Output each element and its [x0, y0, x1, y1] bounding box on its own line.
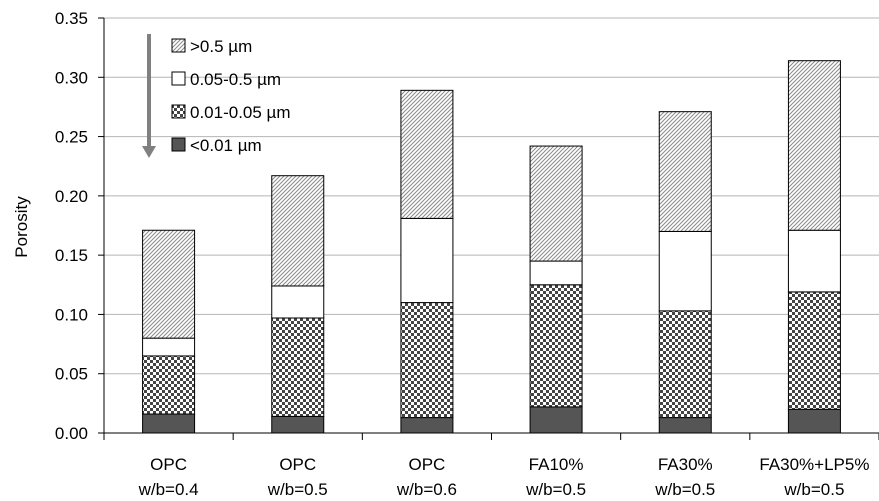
bar-segment	[787, 229, 841, 293]
x-category-label: OPC	[150, 455, 187, 474]
bar-segment	[787, 408, 841, 434]
bar-segment	[142, 355, 196, 415]
x-category-label: OPC	[279, 455, 316, 474]
bar-segment	[142, 229, 196, 339]
y-tick-label: 0.10	[55, 305, 88, 324]
y-axis-title: Porosity	[12, 196, 31, 258]
y-tick-label: 0.00	[55, 424, 88, 443]
bar-segment	[529, 406, 583, 434]
bar-segment	[271, 175, 325, 287]
bar-segment	[658, 417, 712, 434]
axes	[98, 17, 879, 440]
bar-segment	[658, 310, 712, 419]
bar-segment	[400, 217, 454, 304]
x-category-label: OPC	[408, 455, 445, 474]
x-category-label: w/b=0.5	[783, 480, 844, 499]
x-category-label: w/b=0.4	[138, 480, 199, 499]
bar-segment	[787, 60, 841, 231]
bars	[142, 60, 841, 434]
legend: >0.5 µm 0.05-0.5 µm 0.01-0.05 µm <0.01 µm	[142, 34, 291, 158]
legend-label: <0.01 µm	[190, 136, 262, 155]
y-tick-label: 0.25	[55, 128, 88, 147]
legend-arrow-head	[142, 146, 156, 158]
bar-segment	[271, 285, 325, 319]
bar-segment	[529, 260, 583, 286]
x-category-labels: OPC w/b=0.4 OPC w/b=0.5 OPC w/b=0.6 FA10% w/b=0…	[138, 455, 870, 499]
y-tick-label: 0.30	[55, 68, 88, 87]
y-tick-label: 0.15	[55, 246, 88, 265]
legend-swatch	[171, 104, 186, 119]
bar-segment	[142, 337, 196, 357]
legend-swatch	[171, 71, 186, 86]
x-category-label: w/b=0.5	[654, 480, 715, 499]
y-tick-label: 0.20	[55, 187, 88, 206]
legend-swatch	[171, 137, 186, 152]
bar-segment	[787, 291, 841, 410]
x-category-label: w/b=0.5	[525, 480, 586, 499]
x-category-label: FA30%+LP5%	[759, 455, 869, 474]
bar-segment	[529, 145, 583, 262]
bar-segment	[658, 230, 712, 312]
bar-segment	[400, 302, 454, 419]
bar-segment	[271, 415, 325, 434]
legend-swatch	[171, 38, 186, 53]
y-tick-label: 0.05	[55, 365, 88, 384]
x-category-label: FA30%	[658, 455, 713, 474]
legend-label: >0.5 µm	[190, 37, 252, 56]
x-category-label: w/b=0.6	[396, 480, 457, 499]
bar-segment	[271, 317, 325, 417]
y-tick-label: 0.35	[55, 9, 88, 28]
bar-segment	[658, 111, 712, 232]
gridlines	[104, 17, 879, 375]
legend-label: 0.01-0.05 µm	[190, 103, 291, 122]
bar-segment	[400, 417, 454, 434]
y-tick-labels: 0.00 0.05 0.10 0.15 0.20 0.25 0.30 0.35	[55, 9, 88, 443]
x-category-label: w/b=0.5	[267, 480, 328, 499]
bar-segment	[529, 284, 583, 408]
bar-segment	[400, 89, 454, 219]
x-category-label: FA10%	[529, 455, 584, 474]
bar-segment	[142, 413, 196, 434]
legend-label: 0.05-0.5 µm	[190, 70, 281, 89]
